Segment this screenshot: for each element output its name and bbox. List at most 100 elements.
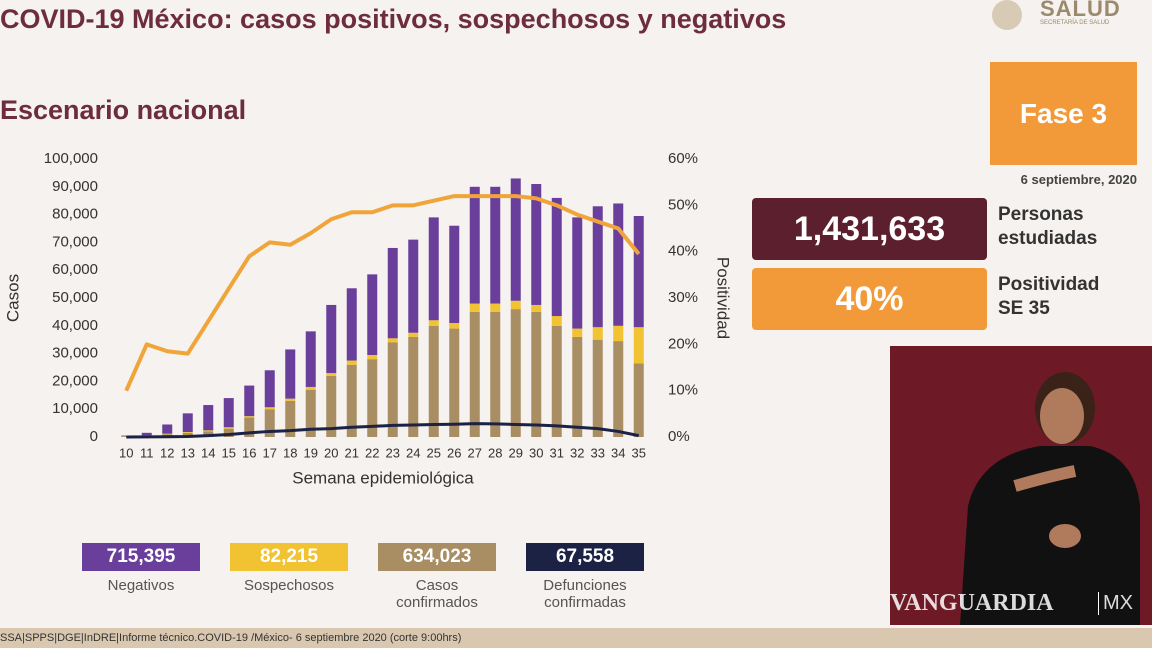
bar-segment: [469, 186, 480, 304]
bar-segment: [203, 430, 214, 432]
bar-segment: [633, 363, 644, 437]
y-tick-label: 10,000: [52, 400, 98, 417]
bar-segment: [613, 325, 624, 342]
legend-label: Casos confirmados: [396, 577, 478, 611]
logo-emblem: [992, 0, 1022, 30]
bar-segment: [469, 311, 480, 437]
bar-segment: [592, 339, 603, 437]
bar-segment: [510, 178, 521, 301]
bar-segment: [244, 416, 255, 418]
x-tick-label: 35: [632, 445, 646, 460]
bar-segment: [285, 400, 296, 437]
indicator-label: SE 35: [998, 298, 1050, 319]
legend-item: 634,023 Casos confirmados: [372, 543, 502, 611]
legend-item: 82,215 Sospechosos: [224, 543, 354, 594]
bar-segment: [490, 186, 501, 304]
bar-segment: [367, 354, 378, 360]
bar-segment: [346, 288, 357, 361]
bar-segment: [305, 331, 316, 387]
bar-segment: [633, 327, 644, 364]
x-tick-label: 11: [140, 445, 154, 460]
bar-segment: [408, 332, 419, 337]
logo-subtext: SECRETARÍA DE SALUD: [1040, 20, 1110, 26]
bar-segment: [387, 342, 398, 437]
bar-segment: [326, 304, 337, 374]
y-tick-label: 80,000: [52, 206, 98, 223]
bar-segment: [223, 427, 234, 429]
y2-tick-label: 60%: [668, 150, 698, 167]
x-tick-label: 29: [509, 445, 523, 460]
x-tick-label: 25: [427, 445, 441, 460]
bar-segment: [490, 311, 501, 437]
bar-segment: [510, 300, 521, 310]
bar-segment: [264, 407, 275, 410]
watermark-country: MX: [1098, 592, 1133, 615]
y2-tick-label: 20%: [668, 335, 698, 352]
bar-segment: [572, 336, 583, 437]
bar-segment: [408, 336, 419, 437]
watermark: VANGUARDIA: [890, 590, 1054, 616]
indicator-label: Personas: [998, 204, 1084, 225]
x-tick-label: 12: [160, 445, 174, 460]
legend-total: 67,558: [526, 543, 644, 571]
bar-segment: [244, 417, 255, 437]
bar-segment: [326, 373, 337, 376]
y2-axis-label: Positividad: [714, 257, 733, 339]
x-tick-label: 16: [242, 445, 256, 460]
bar-segment: [551, 197, 562, 317]
bar-segment: [551, 325, 562, 437]
bar-segment: [592, 206, 603, 328]
x-tick-label: 34: [611, 445, 625, 460]
line-series: [124, 194, 641, 392]
bar-segment: [449, 323, 460, 329]
x-tick-label: 19: [304, 445, 318, 460]
legend-total: 82,215: [230, 543, 348, 571]
bar-segment: [285, 349, 296, 399]
logo-text: SALUD: [1040, 0, 1121, 21]
legend-total: 715,395: [82, 543, 200, 571]
y-tick-label: 60,000: [52, 261, 98, 278]
x-tick-label: 15: [222, 445, 236, 460]
bar-segment: [490, 303, 501, 312]
bar-segment: [244, 385, 255, 417]
x-tick-label: 32: [570, 445, 584, 460]
bar-segment: [162, 433, 173, 435]
x-tick-label: 28: [488, 445, 502, 460]
bar-segment: [531, 311, 542, 437]
x-tick-label: 30: [529, 445, 543, 460]
x-tick-label: 14: [201, 445, 215, 460]
x-tick-label: 18: [283, 445, 297, 460]
indicator-label: estudiadas: [998, 228, 1098, 249]
x-tick-label: 24: [406, 445, 420, 460]
bar-segment: [428, 217, 439, 321]
footer: SSA|SPPS|DGE|InDRE|Informe técnico.COVID…: [0, 628, 1152, 648]
bar-segment: [305, 389, 316, 437]
y-tick-label: 0: [90, 428, 98, 445]
bar-segment: [264, 370, 275, 408]
bar-segment: [428, 325, 439, 437]
x-tick-label: 23: [386, 445, 400, 460]
bar-segment: [613, 203, 624, 326]
bar-segment: [162, 424, 173, 434]
line-series: [126, 422, 640, 439]
bar-segment: [182, 413, 193, 432]
interpreter-video: [890, 346, 1152, 625]
y-tick-label: 40,000: [52, 317, 98, 334]
bar-segment: [572, 328, 583, 337]
bar-segment: [592, 327, 603, 340]
bar-segment: [428, 320, 439, 326]
y-tick-label: 50,000: [52, 289, 98, 306]
bar-segment: [408, 239, 419, 333]
legend-item: 67,558 Defunciones confirmadas: [520, 543, 650, 611]
bar-segment: [203, 405, 214, 431]
bar-segment: [367, 359, 378, 437]
bar-segment: [387, 338, 398, 343]
x-tick-label: 31: [550, 445, 564, 460]
bar-segment: [182, 432, 193, 437]
bar-segment: [305, 386, 316, 390]
bar-segment: [449, 225, 460, 324]
bar-segment: [285, 398, 296, 401]
y2-tick-label: 10%: [668, 382, 698, 399]
